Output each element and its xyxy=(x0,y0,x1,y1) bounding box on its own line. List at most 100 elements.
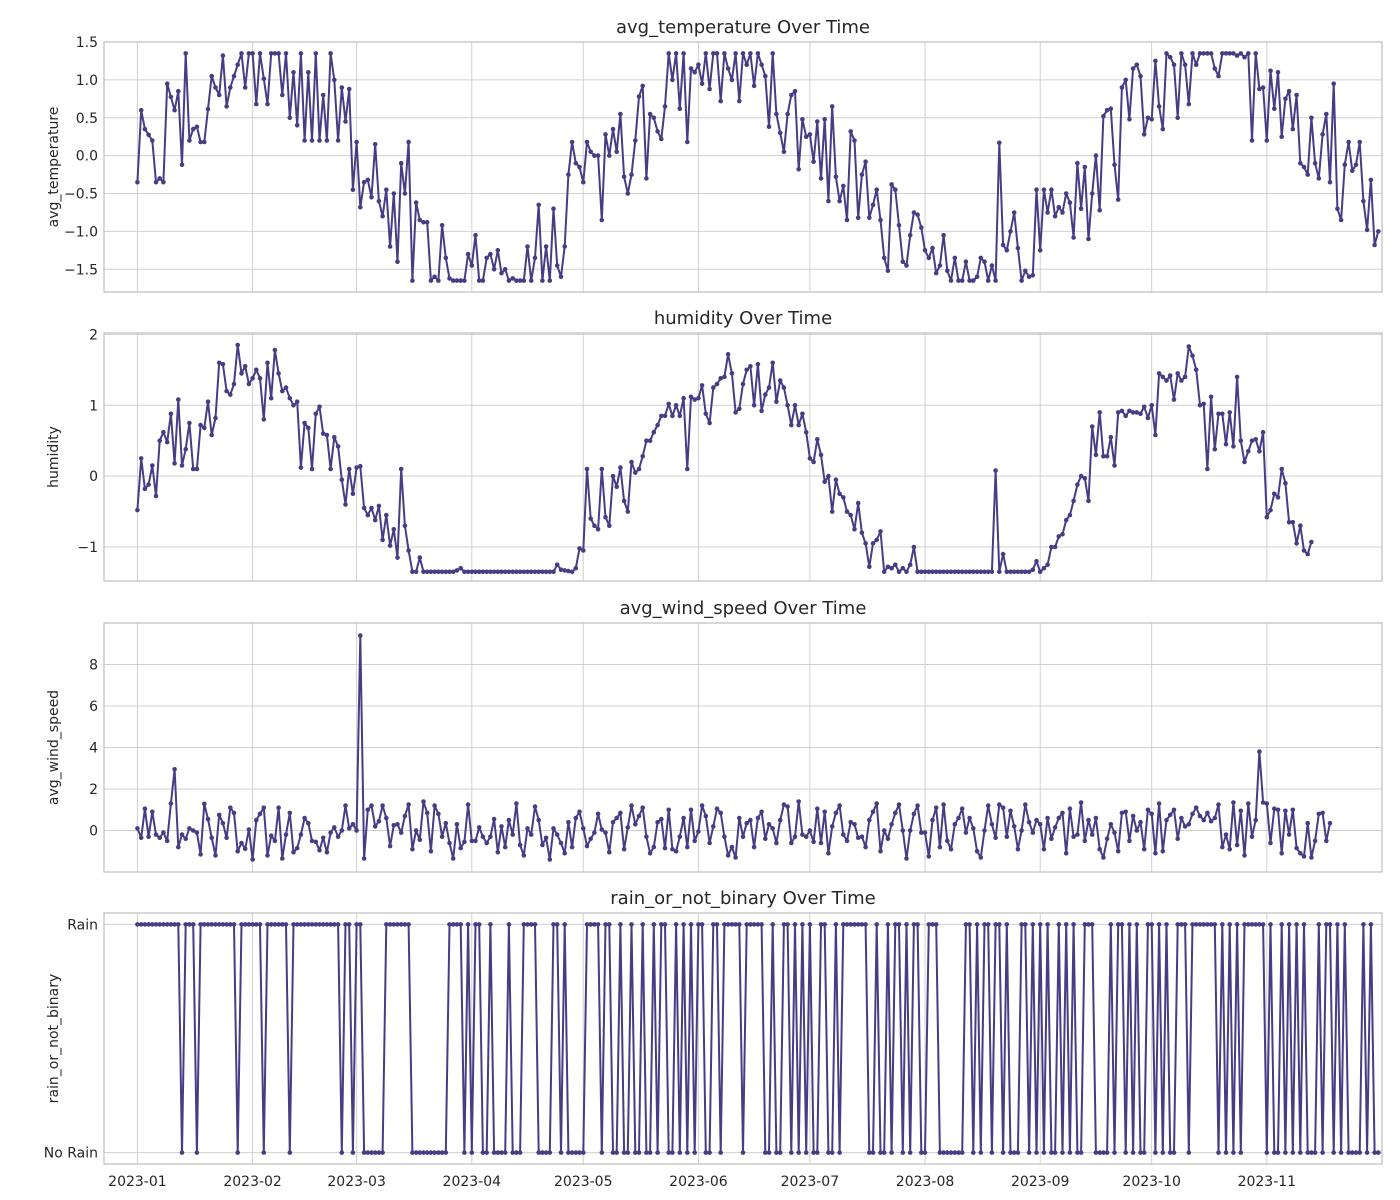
data-point xyxy=(681,816,686,821)
data-point xyxy=(689,808,694,813)
data-point xyxy=(871,203,876,208)
data-point xyxy=(325,138,330,143)
data-point xyxy=(1253,818,1258,823)
data-point xyxy=(1291,1150,1296,1155)
data-point xyxy=(473,839,478,844)
data-point xyxy=(1201,402,1206,407)
data-point xyxy=(607,922,612,927)
data-point xyxy=(157,176,162,181)
data-point xyxy=(1287,89,1292,94)
data-point xyxy=(224,104,229,109)
data-point xyxy=(659,137,664,142)
data-point xyxy=(696,62,701,67)
data-point xyxy=(622,499,627,504)
data-point xyxy=(1187,344,1192,349)
data-point xyxy=(696,829,701,834)
data-point xyxy=(1079,206,1084,211)
data-point xyxy=(1279,134,1284,139)
data-point xyxy=(637,1150,642,1155)
data-point xyxy=(756,362,761,367)
data-point xyxy=(804,834,809,839)
data-point xyxy=(165,81,170,86)
data-point xyxy=(581,180,586,185)
data-point xyxy=(837,199,842,204)
data-point xyxy=(496,850,501,855)
data-point xyxy=(1209,51,1214,56)
data-point xyxy=(317,404,322,409)
data-point xyxy=(1328,180,1333,185)
data-point xyxy=(967,922,972,927)
data-point xyxy=(934,271,939,276)
data-point xyxy=(748,818,753,823)
data-point xyxy=(1112,1150,1117,1155)
data-point xyxy=(700,383,705,388)
data-point xyxy=(1016,847,1021,852)
data-point xyxy=(514,801,519,806)
data-point xyxy=(785,804,790,809)
data-point xyxy=(930,818,935,823)
data-point xyxy=(867,216,872,221)
data-point xyxy=(874,922,879,927)
data-point xyxy=(1135,922,1140,927)
data-point xyxy=(384,816,389,821)
data-point xyxy=(1034,818,1039,823)
data-point xyxy=(841,832,846,837)
data-point xyxy=(938,263,943,268)
data-point xyxy=(1168,813,1173,818)
data-point xyxy=(206,399,211,404)
data-point xyxy=(759,62,764,67)
data-point xyxy=(150,810,155,815)
data-point xyxy=(1057,205,1062,210)
data-point xyxy=(592,523,597,528)
data-point xyxy=(1034,1150,1039,1155)
panel-3: 86420avg_wind_speed Over Timeavg_wind_sp… xyxy=(46,598,1382,872)
data-point xyxy=(221,362,226,367)
data-point xyxy=(146,482,151,487)
data-point xyxy=(1101,114,1106,119)
data-point xyxy=(399,467,404,472)
data-point xyxy=(856,216,861,221)
data-point xyxy=(143,487,148,492)
data-point xyxy=(458,566,463,571)
data-point xyxy=(273,839,278,844)
data-point xyxy=(707,421,712,426)
data-point xyxy=(678,1150,683,1155)
data-point xyxy=(1109,106,1114,111)
data-point xyxy=(644,834,649,839)
data-point xyxy=(555,922,560,927)
data-point xyxy=(767,822,772,827)
data-point xyxy=(964,259,969,264)
data-point xyxy=(202,426,207,431)
data-point xyxy=(354,828,359,833)
data-point xyxy=(280,389,285,394)
data-point xyxy=(1045,922,1050,927)
data-point xyxy=(529,278,534,283)
data-point xyxy=(525,244,530,249)
data-point xyxy=(503,845,508,850)
data-point xyxy=(1086,499,1091,504)
data-point xyxy=(707,841,712,846)
data-point xyxy=(737,407,742,412)
data-point xyxy=(1120,409,1125,414)
data-point xyxy=(763,74,768,79)
data-point xyxy=(1064,851,1069,856)
data-point xyxy=(629,803,634,808)
data-point xyxy=(1205,811,1210,816)
series-markers xyxy=(135,922,1381,1155)
data-point xyxy=(1038,570,1043,575)
data-point xyxy=(555,263,560,268)
data-point xyxy=(1213,447,1218,452)
data-point xyxy=(384,513,389,518)
data-point xyxy=(284,922,289,927)
data-point xyxy=(1320,132,1325,137)
data-point xyxy=(934,805,939,810)
data-point xyxy=(1112,463,1117,468)
data-point xyxy=(796,1150,801,1155)
data-point xyxy=(834,811,839,816)
data-point xyxy=(629,922,634,927)
data-point xyxy=(533,804,538,809)
data-point xyxy=(172,461,177,466)
data-point xyxy=(232,74,237,79)
data-point xyxy=(1079,800,1084,805)
data-point xyxy=(990,822,995,827)
